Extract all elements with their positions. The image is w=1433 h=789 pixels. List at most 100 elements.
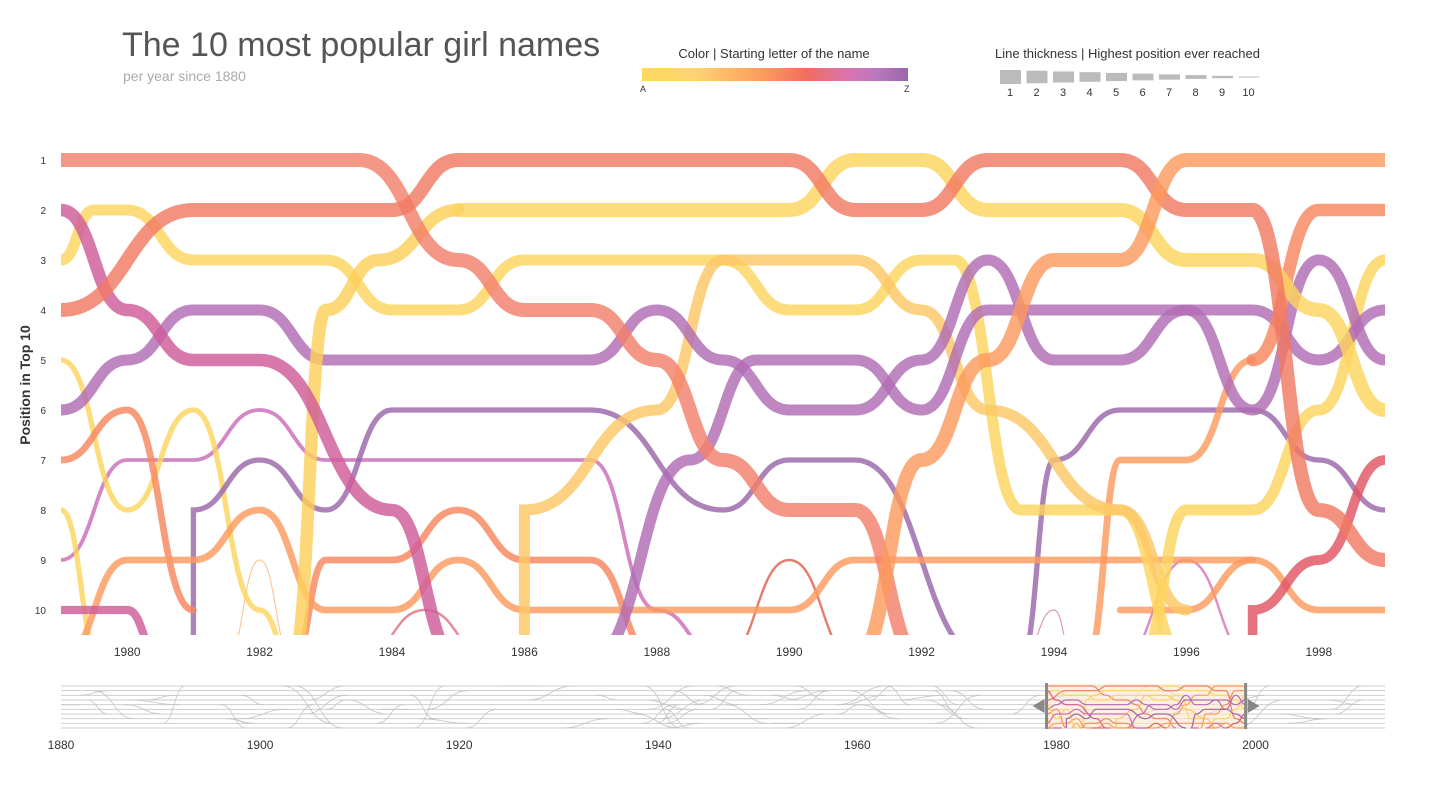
overview-crossing — [304, 694, 347, 715]
name-line[interactable] — [1116, 556, 1385, 614]
thickness-label: 10 — [1242, 87, 1254, 99]
name-line[interactable] — [61, 152, 1385, 567]
name-line[interactable] — [1246, 203, 1385, 367]
overview-crossing — [715, 685, 750, 696]
name-line[interactable] — [61, 408, 723, 660]
overview-crossing — [859, 704, 899, 720]
y-tick-label: 2 — [40, 206, 46, 217]
overview-crossing — [841, 694, 885, 706]
name-line[interactable] — [1087, 356, 1256, 660]
name-line[interactable] — [61, 507, 101, 660]
x-tick-label: 1994 — [1041, 645, 1068, 659]
timeline-brush[interactable]: 1880 1900 1920 1940 1960 1980 2000 — [48, 683, 1385, 752]
brush-left-handle-icon[interactable] — [1032, 699, 1045, 713]
brush-tick-label: 1980 — [1043, 738, 1070, 752]
overview-name-line — [1146, 722, 1167, 729]
name-line[interactable] — [61, 406, 197, 614]
name-line[interactable] — [451, 153, 1385, 417]
y-tick-label: 7 — [40, 456, 46, 467]
name-line[interactable] — [293, 506, 657, 660]
name-line[interactable] — [61, 152, 922, 660]
y-tick-label: 3 — [40, 256, 46, 267]
overview-crossing — [950, 690, 986, 710]
color-legend-start-label: A — [640, 84, 647, 94]
overview-name-line — [1065, 708, 1186, 729]
overview-crossing — [849, 690, 891, 715]
overview-crossing — [1244, 685, 1270, 710]
name-line[interactable] — [61, 254, 1385, 416]
x-tick-label: 1980 — [114, 645, 141, 659]
name-line[interactable] — [723, 558, 855, 660]
overview-crossing — [725, 704, 768, 724]
thickness-legend: Line thickness | Highest position ever r… — [990, 46, 1280, 99]
thickness-swatch — [1159, 74, 1180, 80]
name-line[interactable] — [855, 153, 1385, 660]
name-line[interactable] — [1247, 455, 1385, 660]
brush-tick-label: 1880 — [48, 738, 75, 752]
name-line[interactable] — [518, 254, 1192, 660]
overview-crossing — [633, 713, 680, 729]
thickness-label: 2 — [1033, 87, 1039, 99]
name-line[interactable] — [61, 605, 160, 660]
overview-crossing — [286, 704, 314, 729]
overview-crossing — [1010, 694, 1041, 715]
overview-crossing — [771, 694, 799, 701]
thickness-swatch — [1185, 75, 1207, 79]
overview-crossing — [241, 694, 264, 706]
thickness-label: 8 — [1192, 87, 1198, 99]
overview-crossing — [325, 699, 347, 710]
overview-crossing — [1325, 699, 1361, 706]
overview-name-line — [1225, 690, 1246, 706]
color-legend-end-label: Z — [904, 84, 910, 94]
thickness-swatch — [1053, 71, 1074, 83]
name-line[interactable] — [61, 506, 1256, 660]
name-line[interactable] — [61, 357, 293, 660]
overview-crossing — [937, 704, 978, 729]
overview-crossing — [760, 690, 808, 706]
name-line[interactable] — [190, 407, 987, 660]
thickness-swatch — [1132, 73, 1154, 81]
thickness-swatch — [1106, 72, 1127, 82]
x-tick-label: 1984 — [379, 645, 406, 659]
thickness-label: 7 — [1166, 87, 1172, 99]
name-line[interactable] — [293, 203, 465, 660]
overview-crossing — [1279, 713, 1321, 720]
overview-crossing — [1331, 685, 1363, 710]
overview-crossing — [78, 690, 109, 696]
thickness-label: 5 — [1113, 87, 1119, 99]
overview-name-line — [1046, 708, 1147, 729]
overview-name-line — [1208, 694, 1246, 729]
overview-crossing — [710, 690, 738, 710]
overview-crossing — [426, 690, 469, 710]
x-tick-label: 1986 — [511, 645, 538, 659]
name-line[interactable] — [227, 559, 293, 660]
x-tick-label: 1990 — [776, 645, 803, 659]
plot-area[interactable] — [61, 152, 1385, 660]
thickness-label: 4 — [1086, 87, 1092, 99]
thickness-label: 1 — [1007, 87, 1013, 99]
name-line[interactable] — [1021, 609, 1074, 660]
overview-crossing — [1288, 718, 1328, 724]
name-line[interactable] — [61, 204, 1186, 660]
overview-crossing — [643, 685, 681, 729]
overview-crossing — [294, 685, 344, 729]
overview-crossing — [220, 704, 247, 729]
y-tick-label: 1 — [40, 156, 46, 167]
overview-crossing — [414, 685, 445, 729]
overview-name-line — [1205, 722, 1246, 729]
brush-tick-label: 1940 — [645, 738, 672, 752]
x-tick-label: 1996 — [1173, 645, 1200, 659]
brush-right-handle-icon[interactable] — [1247, 699, 1260, 713]
overview-name-line — [1046, 690, 1107, 729]
color-legend: Color | Starting letter of the name A Z — [638, 46, 910, 98]
brush-tick-label: 1920 — [446, 738, 473, 752]
thickness-legend-title: Line thickness | Highest position ever r… — [995, 46, 1260, 61]
x-tick-label: 1998 — [1305, 645, 1332, 659]
thickness-label: 3 — [1060, 87, 1066, 99]
name-line[interactable] — [61, 203, 458, 660]
overview-crossing — [895, 694, 945, 701]
overview-crossing — [345, 699, 388, 715]
overview-name-line — [1190, 708, 1246, 729]
overview-name-line — [1081, 718, 1137, 729]
